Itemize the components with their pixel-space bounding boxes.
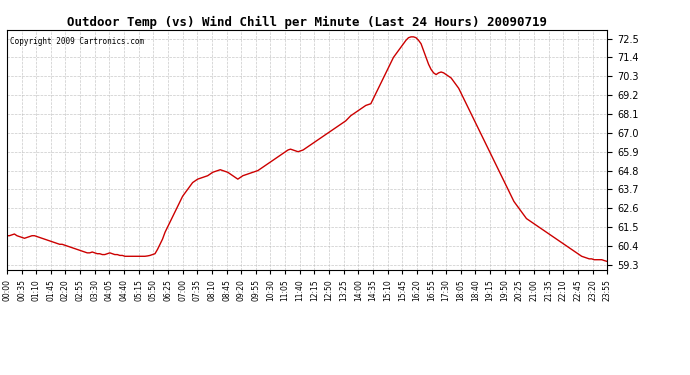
Text: Copyright 2009 Cartronics.com: Copyright 2009 Cartronics.com	[10, 37, 144, 46]
Title: Outdoor Temp (vs) Wind Chill per Minute (Last 24 Hours) 20090719: Outdoor Temp (vs) Wind Chill per Minute …	[67, 16, 547, 29]
